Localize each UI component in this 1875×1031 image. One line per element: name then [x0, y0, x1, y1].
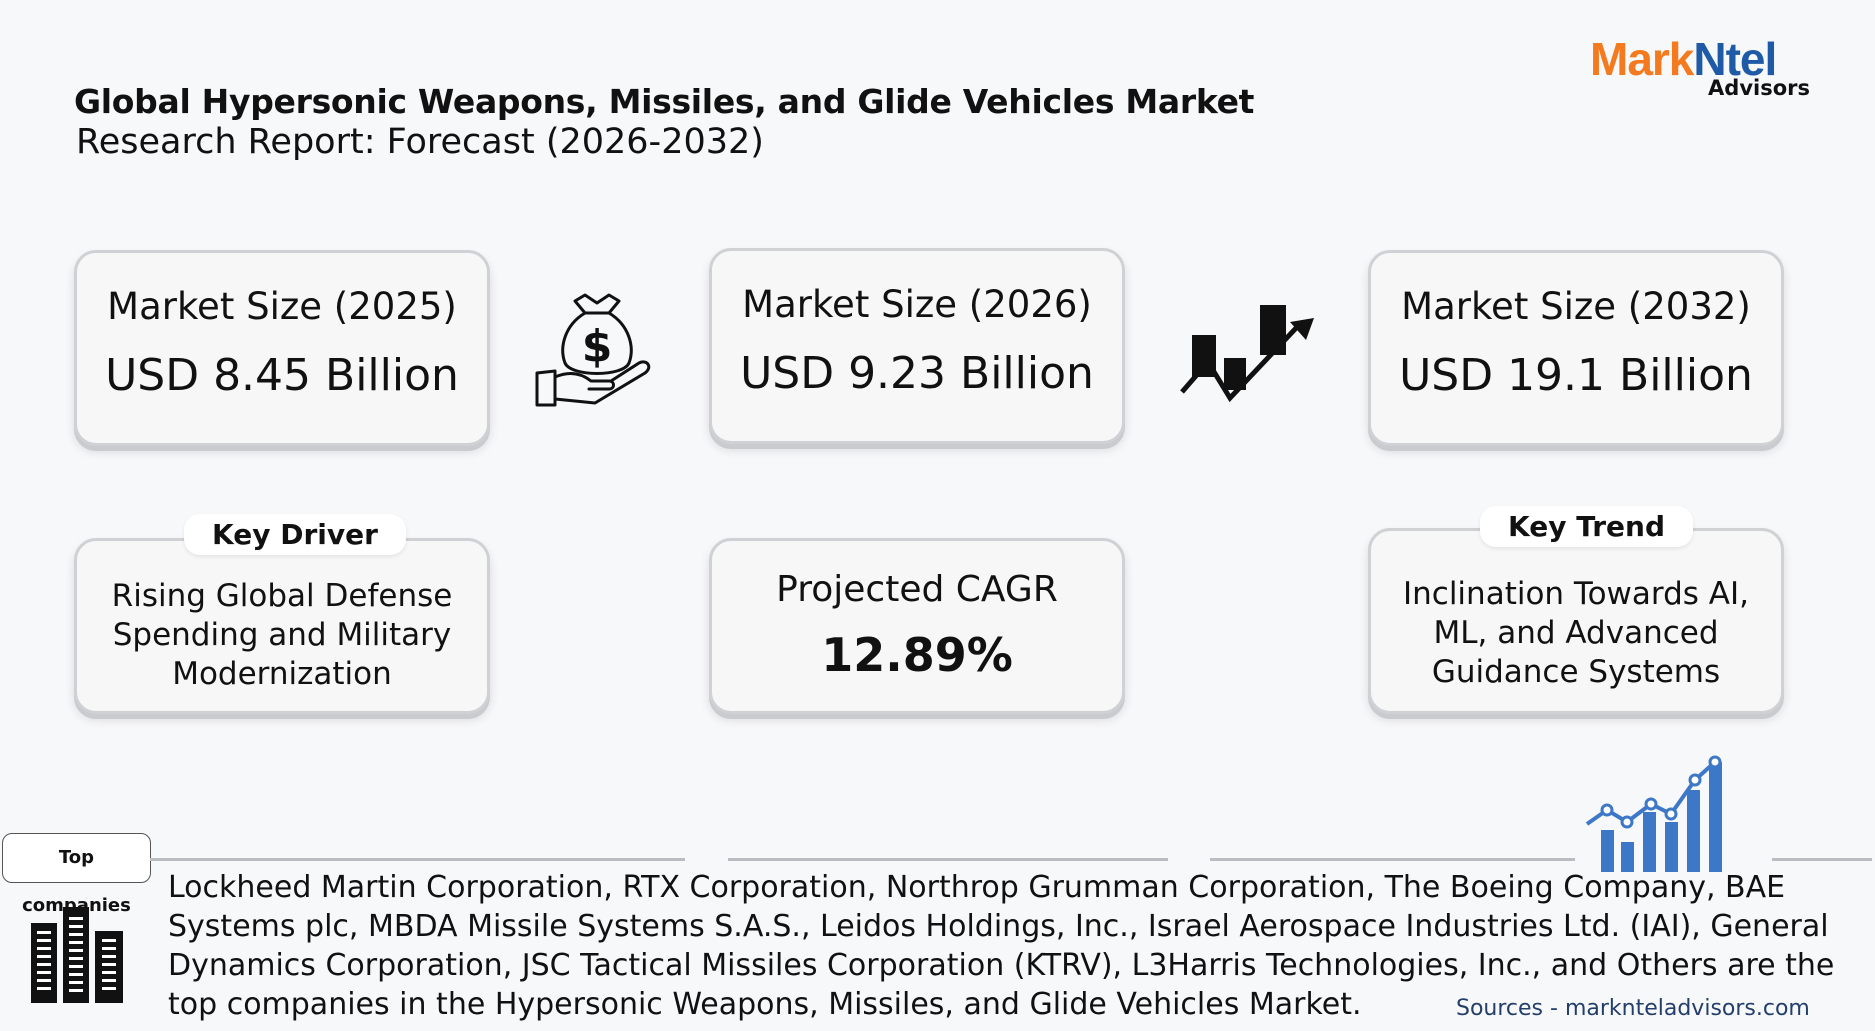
key-driver-tag: Key Driver — [184, 514, 406, 555]
key-trend-text: Inclination Towards AI, ML, and Advanced… — [1402, 576, 1749, 690]
key-driver-text: Rising Global Defense Spending and Milit… — [111, 578, 453, 692]
key-trend-card: Inclination Towards AI, ML, and Advanced… — [1368, 528, 1784, 714]
divider-line — [1210, 858, 1575, 861]
money-bag-hand-icon: $ — [535, 293, 651, 407]
projected-cagr-label: Projected CAGR — [776, 569, 1058, 610]
key-driver-card: Rising Global Defense Spending and Milit… — [74, 538, 490, 714]
top-companies-tag: Top companies — [2, 833, 151, 916]
logo-ntel-text: Ntel — [1693, 33, 1777, 85]
key-trend-tag: Key Trend — [1480, 506, 1693, 547]
marknetel-logo: MarkNtel Advisors — [1590, 33, 1810, 100]
logo-subtitle: Advisors — [1708, 76, 1810, 100]
market-size-2025-card: Market Size (2025) USD 8.45 Billion — [74, 250, 490, 446]
market-size-2032-card: Market Size (2032) USD 19.1 Billion — [1368, 250, 1784, 446]
page-subtitle: Research Report: Forecast (2026-2032) — [76, 122, 764, 162]
market-size-2026-label: Market Size (2026) — [742, 283, 1092, 326]
market-size-2026-value: USD 9.23 Billion — [740, 348, 1094, 399]
market-size-2025-value: USD 8.45 Billion — [105, 350, 459, 401]
market-size-2032-label: Market Size (2032) — [1401, 285, 1751, 328]
page-title: Global Hypersonic Weapons, Missiles, and… — [74, 82, 1255, 121]
sources-credit: Sources - marknteladvisors.com — [1456, 996, 1810, 1021]
logo-mark-text: Mark — [1590, 33, 1694, 85]
projected-cagr-card: Projected CAGR 12.89% — [709, 538, 1125, 714]
divider-line — [728, 858, 1168, 861]
top-companies-text: Lockheed Martin Corporation, RTX Corpora… — [168, 870, 1835, 1022]
buildings-icon — [31, 907, 123, 1003]
bar-chart-growth-icon — [1585, 755, 1722, 872]
svg-text:$: $ — [582, 321, 613, 372]
market-size-2025-label: Market Size (2025) — [107, 285, 457, 328]
projected-cagr-value: 12.89% — [821, 628, 1013, 682]
divider-line — [1772, 858, 1872, 861]
divider-line — [150, 858, 685, 861]
market-size-2026-card: Market Size (2026) USD 9.23 Billion — [709, 248, 1125, 444]
growth-arrow-icon — [1180, 305, 1314, 403]
market-size-2032-value: USD 19.1 Billion — [1399, 350, 1753, 401]
